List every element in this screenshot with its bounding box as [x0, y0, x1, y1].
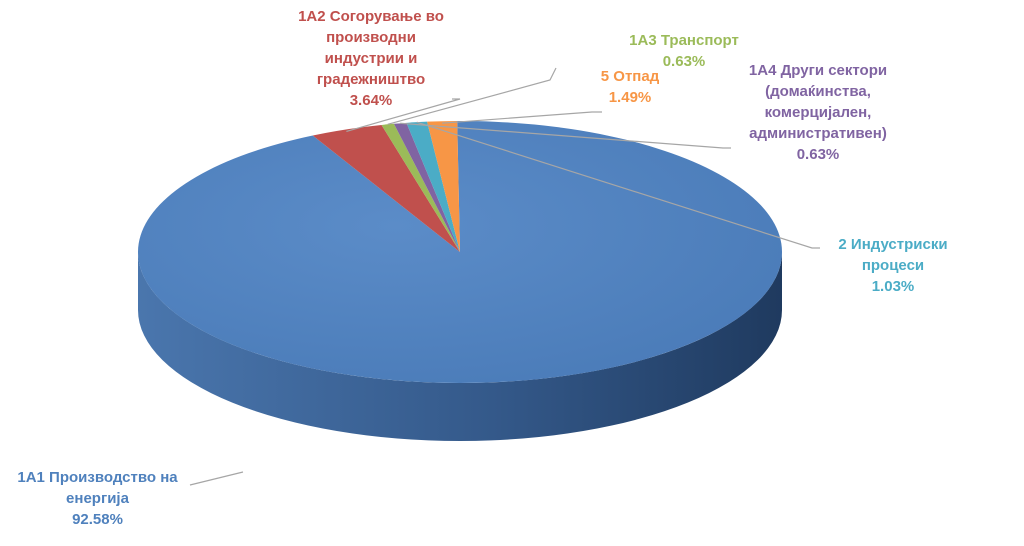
slice-percent: 3.64% — [349, 92, 393, 109]
pie-slice-1a3 — [381, 123, 460, 252]
slice-percent: 92.58% — [72, 511, 123, 528]
pie-side-group — [138, 252, 782, 441]
slice-label-1a1: 1A1 Производство на енергија 92.58% — [5, 467, 190, 530]
pie-slice-1a2 — [312, 124, 460, 252]
leader-line-2 — [416, 121, 820, 249]
slice-label-2: 2 Индустриски процеси 1.03% — [818, 234, 968, 297]
slice-name-line: производни — [326, 29, 416, 46]
pie-slice-1a4 — [393, 122, 460, 253]
leader-line-1a2 — [346, 98, 461, 133]
slice-name-line: (домаќинства, — [765, 83, 871, 100]
slice-label-1a4: 1A4 Други сектори (домаќинства, комерциј… — [720, 60, 916, 165]
slice-label-1a2: 1A2 Согорување во производни индустрии и… — [282, 6, 460, 111]
slice-label-5: 5 Отпад 1.49% — [575, 66, 685, 108]
slice-label-1a3: 1A3 Транспорт 0.63% — [604, 30, 764, 72]
pie-slice-5 — [427, 121, 460, 252]
leader-line-5 — [442, 111, 602, 124]
leader-lines-group — [189, 67, 820, 486]
slice-percent: 1.03% — [871, 278, 915, 295]
slice-percent: 1.49% — [608, 89, 652, 106]
pie-top-group — [137, 121, 783, 383]
slice-name-line: административен) — [749, 125, 887, 142]
leader-line-1a3 — [387, 67, 557, 125]
slice-name-line: 2 Индустриски — [838, 236, 948, 253]
slice-name-line: 5 Отпад — [600, 68, 660, 85]
slice-name-line: комерцијален, — [764, 104, 872, 121]
slice-name-line: градежништво — [316, 71, 426, 88]
slice-name-line: енергија — [66, 490, 129, 507]
slice-name-line: процеси — [861, 257, 925, 274]
slice-name-line: 1A1 Производство на — [17, 469, 178, 486]
pie-side-1a1 — [138, 252, 782, 441]
pie-slice-1a1 — [137, 121, 783, 383]
pie-slice-2 — [406, 121, 460, 253]
slice-name-line: 1A4 Други сектори — [748, 62, 888, 79]
leader-line-1a1 — [189, 471, 244, 486]
slice-percent: 0.63% — [662, 53, 706, 70]
slice-name-line: индустрии и — [324, 50, 418, 67]
leader-line-1a4 — [400, 122, 731, 149]
slice-name-line: 1A3 Транспорт — [629, 32, 739, 49]
slice-percent: 0.63% — [796, 146, 840, 163]
slice-name-line: 1A2 Согорување во — [298, 8, 444, 25]
